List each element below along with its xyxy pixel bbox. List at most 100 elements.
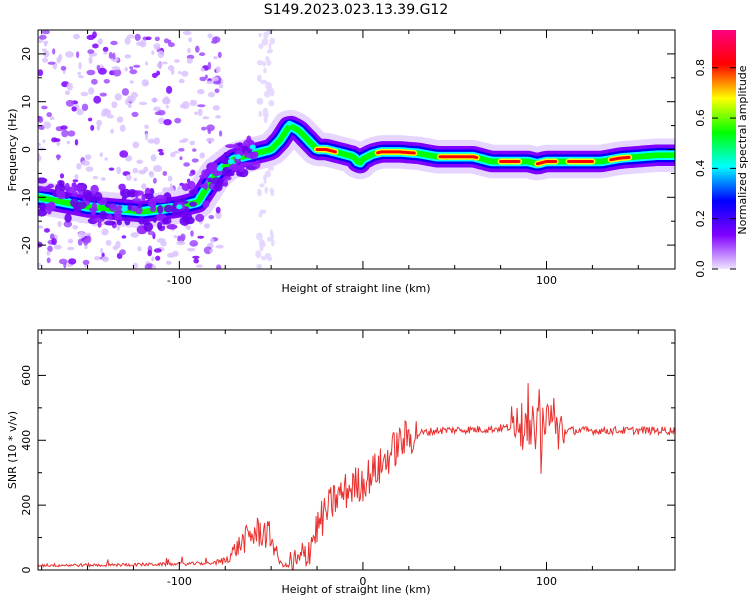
noise-blob bbox=[77, 238, 83, 246]
noise-blob bbox=[197, 104, 206, 108]
snr-plot-area bbox=[38, 383, 675, 570]
noise-blob bbox=[178, 78, 185, 84]
ridge-blob bbox=[152, 216, 157, 223]
noise-blob bbox=[97, 67, 107, 75]
noise-blob bbox=[155, 255, 161, 261]
noise-blob bbox=[219, 84, 224, 89]
colorbar-tick-label: 0.0 bbox=[694, 260, 707, 278]
ridge-blob bbox=[124, 216, 131, 226]
ridge-blob bbox=[90, 184, 99, 195]
noise-blob bbox=[199, 52, 206, 57]
noise-blob bbox=[52, 48, 56, 55]
noise-blob bbox=[80, 91, 89, 97]
snr-frame bbox=[37, 329, 676, 571]
spectrogram-y-tick-label: -10 bbox=[20, 188, 33, 206]
noise-blob bbox=[151, 264, 156, 269]
noise-blob bbox=[199, 76, 207, 82]
ridge-blob bbox=[254, 160, 261, 169]
ridge-blob bbox=[222, 168, 228, 177]
noise-blob bbox=[41, 105, 48, 110]
noise-blob bbox=[90, 124, 95, 131]
noise-blob bbox=[76, 51, 80, 59]
noise-blob bbox=[144, 124, 149, 129]
noise-blob bbox=[186, 247, 196, 252]
ridge-blob bbox=[188, 189, 199, 195]
noise-blob bbox=[157, 50, 165, 59]
noise-blob bbox=[148, 170, 155, 178]
noise-blob bbox=[270, 88, 275, 97]
noise-blob bbox=[189, 140, 195, 146]
noise-blob bbox=[211, 40, 218, 44]
noise-blob bbox=[66, 82, 74, 91]
noise-blob bbox=[267, 236, 272, 242]
noise-blob bbox=[167, 42, 175, 48]
noise-blob bbox=[145, 61, 149, 66]
noise-blob bbox=[174, 59, 180, 63]
noise-blob bbox=[77, 71, 81, 76]
noise-blob bbox=[153, 137, 160, 145]
colorbar-ticks: 0.0 0.2 0.4 0.6 0.8 bbox=[694, 59, 736, 278]
ridge-blob bbox=[58, 180, 65, 188]
noise-blob bbox=[42, 30, 50, 35]
noise-blob bbox=[206, 137, 215, 143]
snr-y-tick-label: 0 bbox=[20, 567, 33, 574]
noise-blob bbox=[169, 183, 173, 191]
noise-blob bbox=[65, 99, 75, 107]
colorbar-label: Normalized spectral amplitude bbox=[736, 65, 749, 234]
noise-blob bbox=[263, 174, 267, 181]
ridge-peak-band bbox=[609, 155, 631, 162]
noise-blob bbox=[151, 72, 158, 78]
noise-blob bbox=[201, 126, 207, 131]
noise-blob bbox=[60, 65, 67, 71]
noise-blob bbox=[104, 109, 111, 117]
noise-blob bbox=[116, 166, 121, 175]
ridge-hot-spot bbox=[216, 166, 223, 172]
spectrogram-heatmap bbox=[38, 30, 675, 269]
noise-blob bbox=[54, 138, 61, 142]
noise-blob bbox=[214, 88, 220, 94]
noise-blob bbox=[153, 165, 162, 172]
noise-blob bbox=[269, 37, 276, 45]
noise-blob bbox=[38, 69, 44, 77]
ridge-hot-spot bbox=[249, 144, 256, 150]
noise-blob bbox=[268, 100, 275, 107]
ridge-blob bbox=[244, 150, 249, 158]
noise-blob bbox=[213, 56, 218, 60]
ridge-blob bbox=[116, 219, 122, 226]
noise-blob bbox=[215, 211, 222, 220]
noise-blob bbox=[258, 110, 263, 117]
noise-blob bbox=[58, 258, 68, 265]
ridge-blob bbox=[134, 190, 139, 199]
noise-blob bbox=[165, 260, 172, 265]
noise-blob bbox=[268, 48, 273, 54]
noise-blob bbox=[71, 106, 77, 112]
noise-blob bbox=[266, 59, 272, 66]
noise-blob bbox=[154, 36, 160, 42]
noise-blob bbox=[38, 124, 45, 130]
noise-blob bbox=[264, 90, 271, 98]
colorbar-tick-label: 0.6 bbox=[694, 109, 707, 127]
noise-blob bbox=[119, 124, 126, 132]
noise-blob bbox=[255, 250, 262, 259]
noise-blob bbox=[151, 256, 155, 262]
noise-blob bbox=[124, 67, 128, 72]
noise-blob bbox=[204, 223, 210, 229]
noise-blob bbox=[85, 154, 92, 160]
noise-blob bbox=[206, 80, 214, 85]
snr-x-axis-label: Height of straight line (km) bbox=[281, 583, 430, 596]
noise-blob bbox=[192, 255, 200, 259]
ridge-blob bbox=[223, 179, 229, 187]
noise-blob bbox=[256, 97, 264, 105]
ridge-blob bbox=[88, 196, 99, 202]
noise-blob bbox=[263, 67, 267, 74]
ridge-blob bbox=[164, 204, 173, 213]
snr-x-tick-label: 100 bbox=[536, 575, 557, 588]
noise-blob bbox=[256, 232, 263, 241]
noise-blob bbox=[170, 68, 175, 75]
noise-blob bbox=[125, 155, 133, 162]
noise-blob bbox=[132, 167, 139, 174]
noise-blob bbox=[38, 262, 42, 268]
noise-blob bbox=[189, 101, 198, 106]
noise-blob bbox=[207, 61, 212, 70]
noise-blob bbox=[147, 249, 152, 257]
